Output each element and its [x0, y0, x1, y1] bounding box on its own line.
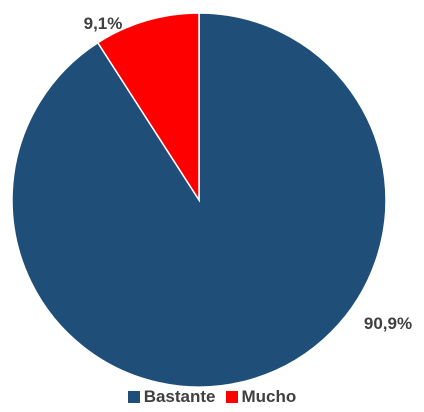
legend-label-mucho: Mucho	[241, 387, 297, 406]
legend-label-bastante: Bastante	[143, 387, 216, 406]
pie-slice-mucho	[96, 12, 200, 203]
pie-data-labels: 90,9% 9,1%	[84, 14, 412, 333]
data-label-mucho: 9,1%	[84, 14, 123, 33]
legend-item-bastante: Bastante	[127, 387, 216, 407]
pie-slices	[11, 12, 387, 388]
legend-item-mucho: Mucho	[225, 387, 297, 407]
legend-swatch-mucho	[225, 391, 238, 403]
legend-swatch-bastante	[127, 391, 140, 403]
chart-legend: Bastante Mucho	[0, 386, 424, 408]
data-label-bastante: 90,9%	[364, 314, 412, 333]
